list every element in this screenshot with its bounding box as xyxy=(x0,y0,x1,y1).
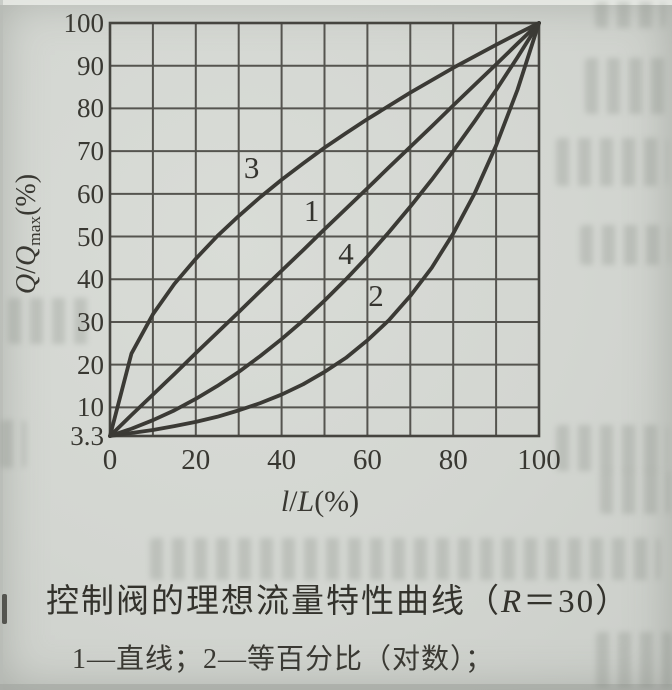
x-tick-label: 40 xyxy=(267,444,297,476)
y-tick-label: 70 xyxy=(77,136,104,167)
bleed-through-artifact xyxy=(580,225,670,265)
y-axis-title: Q/Qmax(%) xyxy=(11,173,44,295)
bleed-through-artifact xyxy=(600,470,670,514)
figure-number-partial-glyph xyxy=(2,594,7,624)
bleed-through-artifact xyxy=(8,298,96,344)
bleed-through-artifact xyxy=(0,420,26,468)
x-tick-label: 20 xyxy=(181,444,211,476)
y-tick-label: 100 xyxy=(63,8,105,38)
bleed-through-artifact xyxy=(556,425,668,471)
bleed-through-artifact xyxy=(556,138,668,186)
curve-label-1: 1 xyxy=(303,192,320,228)
caption-R-symbol: R xyxy=(501,584,524,620)
bleed-through-artifact xyxy=(596,632,672,688)
scan-edge-left xyxy=(0,0,3,690)
scan-edge-bottom xyxy=(0,684,672,690)
y-axis-max-subscript: max xyxy=(24,215,44,246)
x-axis-L-symbol: L xyxy=(297,485,315,518)
characteristic-curves xyxy=(108,21,541,438)
y-tick-label: 40 xyxy=(77,264,104,295)
bleed-through-artifact xyxy=(585,58,671,114)
x-tick-label: 0 xyxy=(102,444,118,476)
bleed-through-artifact xyxy=(595,2,665,28)
curve-1 xyxy=(108,21,541,438)
y-tick-label: 50 xyxy=(77,221,104,252)
figure-caption: 控制阀的理想流量特性曲线（R＝30） xyxy=(46,584,631,620)
y-axis-unit: (%) xyxy=(11,173,42,216)
bleed-through-artifact xyxy=(150,538,660,580)
y-tick-label: 90 xyxy=(77,50,104,81)
x-axis-unit: (%) xyxy=(314,485,360,518)
y-tick-label: 10 xyxy=(77,392,104,423)
y-tick-label: 3.3 xyxy=(70,421,104,451)
y-axis-qmax-symbol: Q xyxy=(11,245,42,267)
x-axis-title: l/L(%) xyxy=(280,485,360,518)
x-tick-label: 100 xyxy=(517,444,561,476)
curve-2 xyxy=(108,21,541,438)
y-tick-label: 30 xyxy=(77,306,104,337)
plot-border xyxy=(108,21,541,438)
y-tick-label: 60 xyxy=(77,178,104,209)
x-axis-l-symbol: l xyxy=(280,485,290,518)
x-tick-label: 80 xyxy=(438,444,468,476)
curve-3 xyxy=(108,21,541,438)
scan-edge-top xyxy=(0,0,672,5)
curve-label-3: 3 xyxy=(243,150,260,186)
y-tick-label: 80 xyxy=(77,93,104,124)
y-tick-label: 20 xyxy=(77,349,104,380)
curve-4 xyxy=(108,21,541,438)
grid-lines xyxy=(108,21,541,438)
curve-label-4: 4 xyxy=(338,235,354,271)
curve-label-2: 2 xyxy=(368,278,384,314)
y-axis-q-symbol: Q xyxy=(11,273,42,295)
x-tick-label: 60 xyxy=(352,444,382,476)
curve-legend-text: 1—直线；2—等百分比（对数）； xyxy=(72,644,495,675)
